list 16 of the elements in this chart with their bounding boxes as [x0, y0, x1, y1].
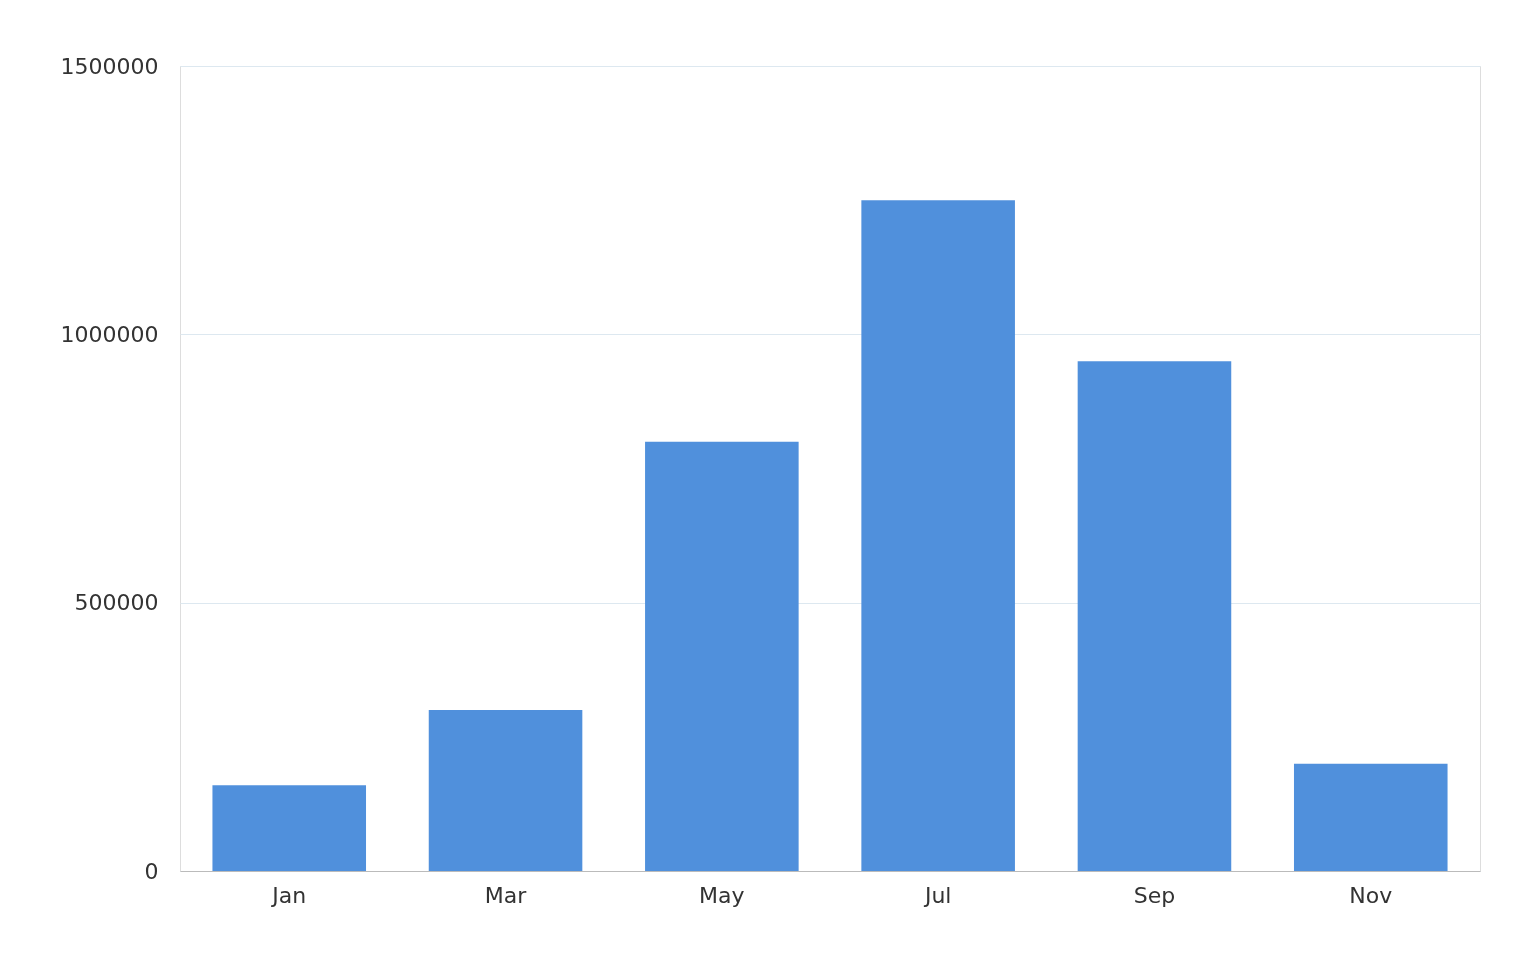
bar	[1293, 763, 1448, 871]
x-tick-label: Mar	[484, 882, 528, 908]
bar	[1077, 361, 1232, 871]
y-tick-label: 500000	[74, 590, 159, 616]
bar	[212, 785, 367, 871]
x-tick-label: Sep	[1133, 882, 1176, 908]
x-tick-label: Jul	[922, 882, 952, 908]
bar	[861, 200, 1015, 871]
y-tick-label: 0	[144, 858, 159, 884]
x-tick-label: May	[699, 882, 745, 908]
bar	[645, 441, 799, 871]
y-tick-label: 1000000	[60, 321, 159, 347]
bar	[428, 710, 583, 871]
y-tick-label: 1500000	[60, 53, 159, 79]
x-tick-label: Jan	[270, 882, 307, 908]
x-tick-label: Nov	[1349, 882, 1393, 908]
